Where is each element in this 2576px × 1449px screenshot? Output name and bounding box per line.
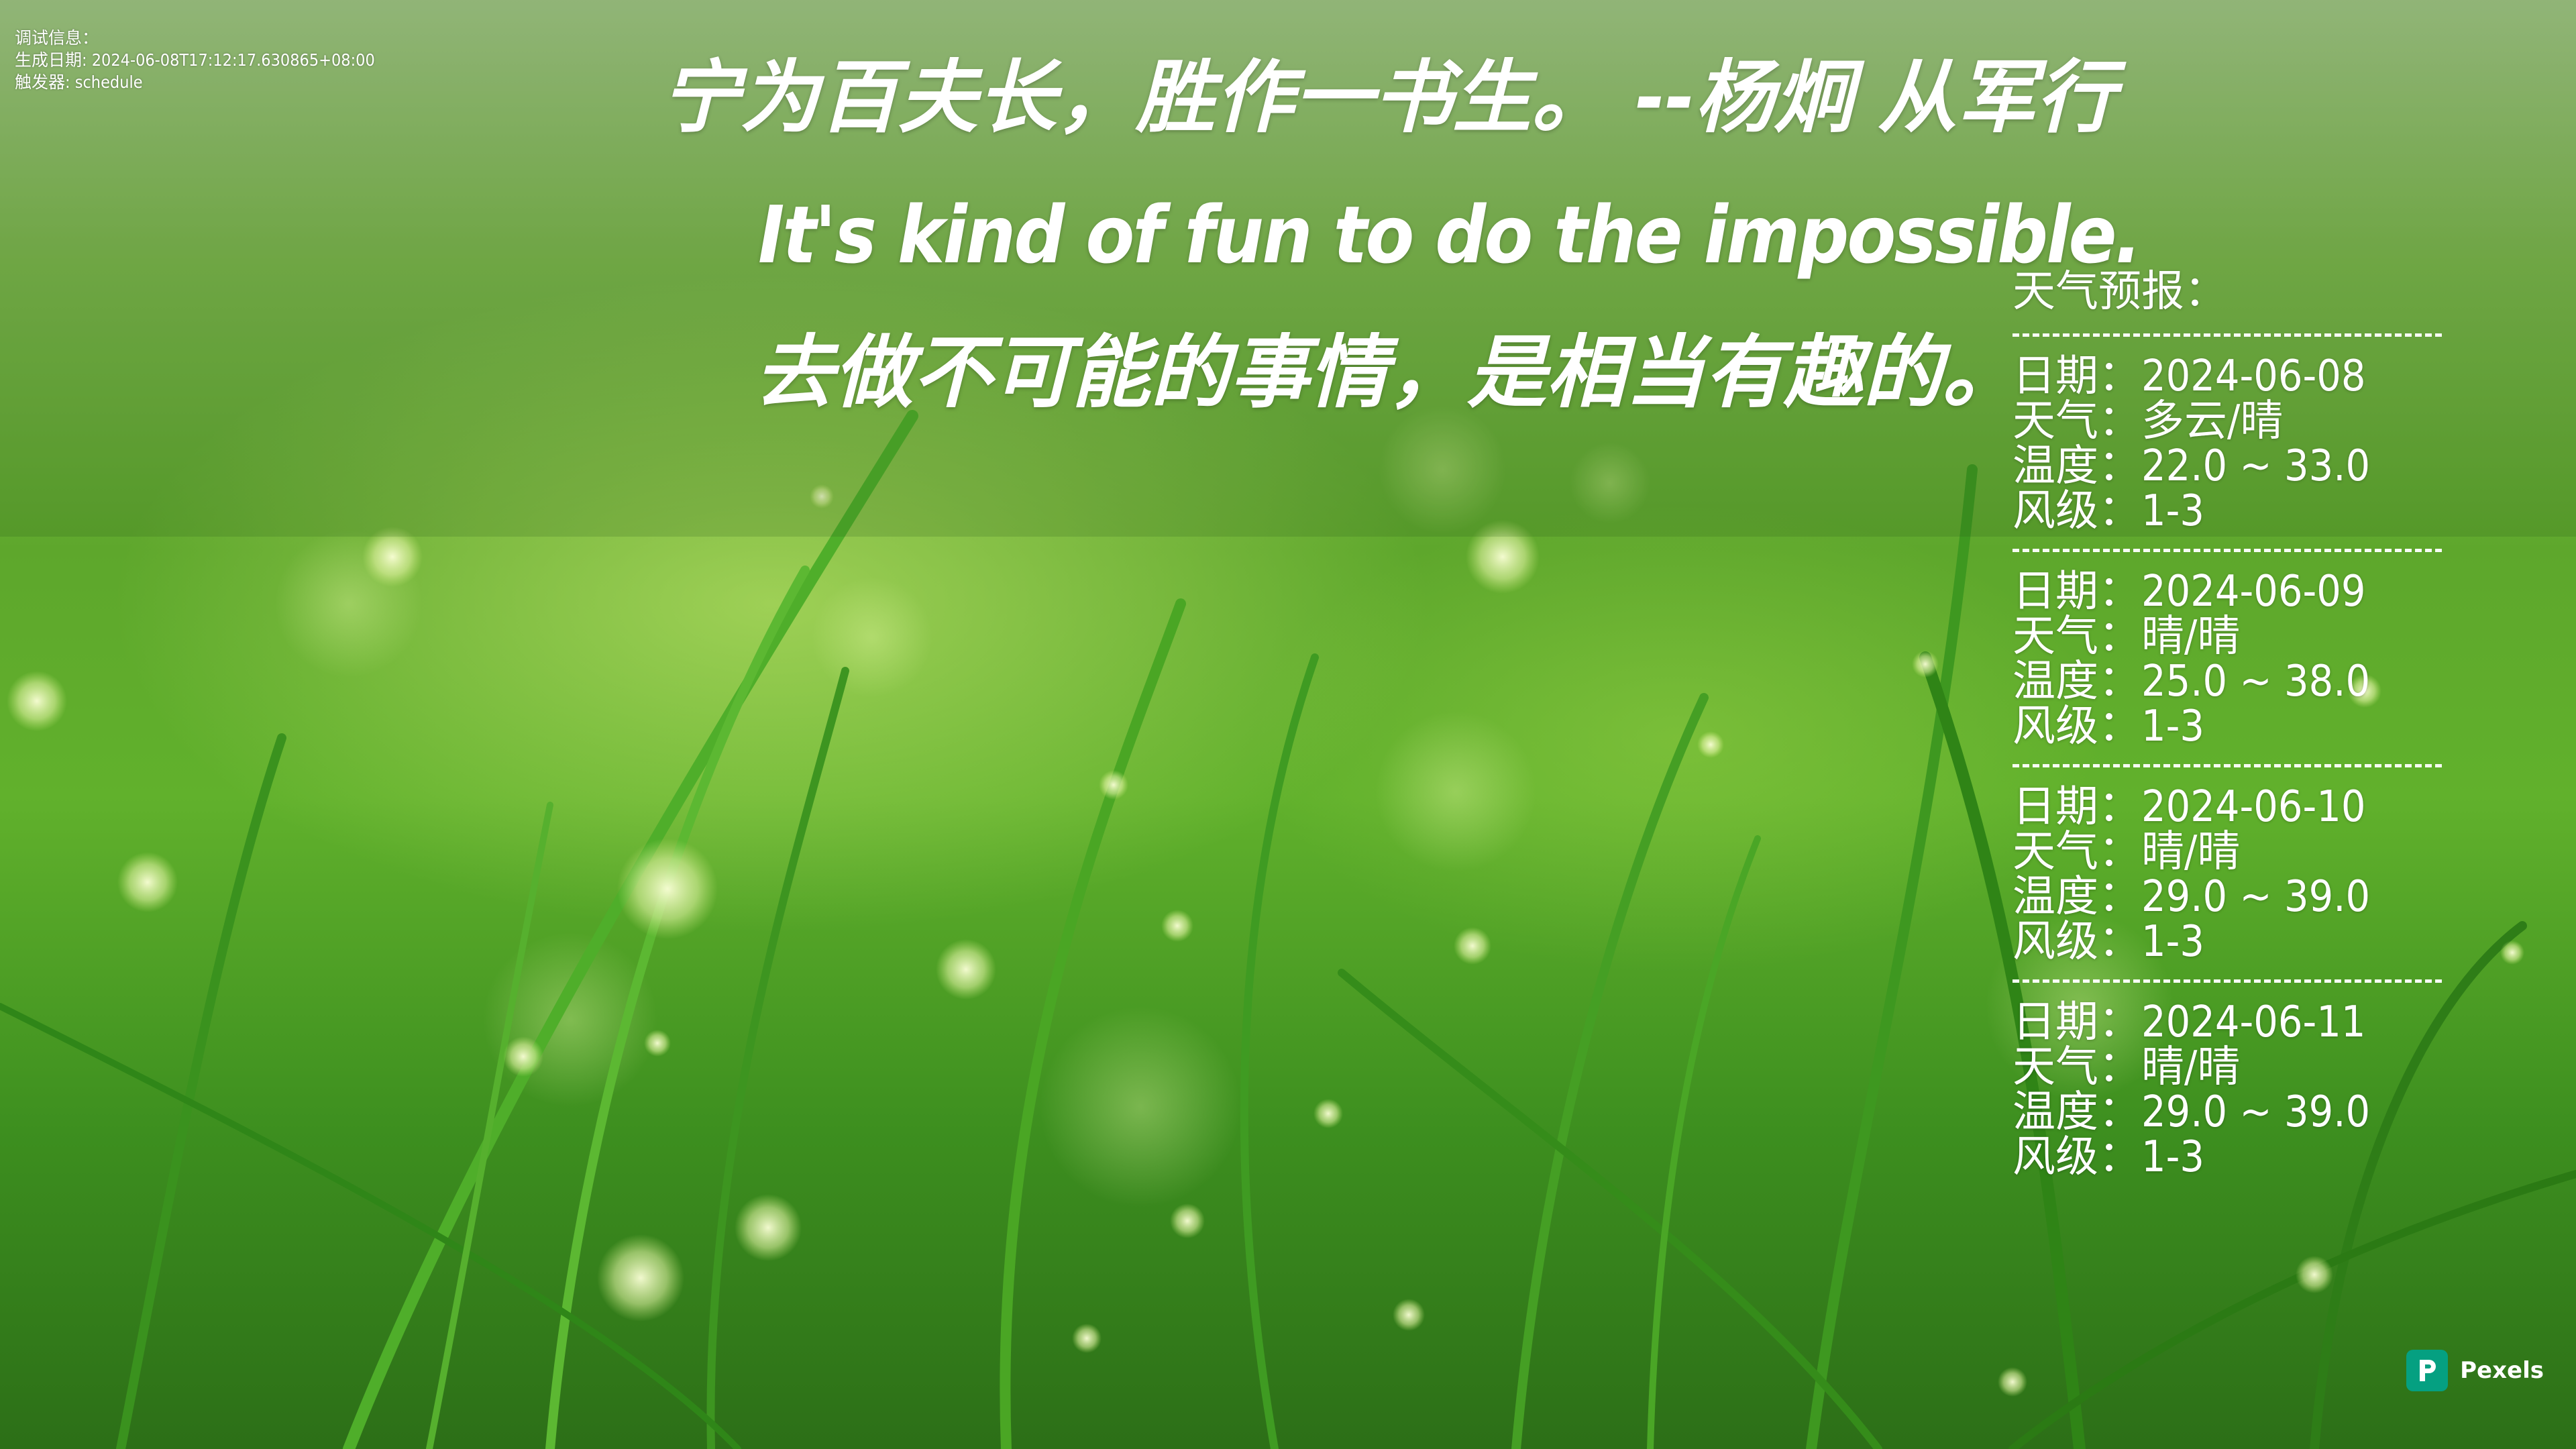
weather-date: 日期：2024-06-09 <box>2012 567 2366 616</box>
weather-date: 日期：2024-06-10 <box>2012 782 2366 832</box>
weather-wind: 风级：1-3 <box>2012 917 2205 967</box>
weather-temperature: 温度：29.0 ~ 39.0 <box>2012 872 2371 922</box>
weather-divider <box>2012 979 2442 985</box>
weather-wind: 风级：1-3 <box>2012 702 2205 751</box>
weather-title: 天气预报： <box>2012 267 2227 317</box>
quote-block: 宁为百夫长，胜作一书生。 --杨炯 从军行 It's kind of fun t… <box>0 0 2576 537</box>
weather-temperature: 温度：25.0 ~ 38.0 <box>2012 657 2371 706</box>
quote-english-translation: 去做不可能的事情，是相当有趣的。 <box>755 326 2022 419</box>
weather-wind: 风级：1-3 <box>2012 486 2205 536</box>
weather-condition: 天气：多云/晴 <box>2012 396 2284 446</box>
weather-wind: 风级：1-3 <box>2012 1132 2205 1182</box>
weather-forecast-panel: 天气预报： 日期：2024-06-08 天气：多云/晴 温度：22.0 ~ 33… <box>2012 265 2442 1180</box>
weather-day: 日期：2024-06-10 天气：晴/晴 温度：29.0 ~ 39.0 风级：1… <box>2012 785 2442 965</box>
weather-day: 日期：2024-06-11 天气：晴/晴 温度：29.0 ~ 39.0 风级：1… <box>2012 1000 2442 1180</box>
pexels-label: Pexels <box>2460 1357 2544 1384</box>
weather-divider <box>2012 764 2442 770</box>
pexels-logo-icon <box>2406 1350 2449 1391</box>
weather-divider <box>2012 333 2442 339</box>
debug-generated-date: 生成日期: 2024-06-08T17:12:17.630865+08:00 <box>15 50 375 70</box>
weather-condition: 天气：晴/晴 <box>2012 612 2241 661</box>
weather-condition: 天气：晴/晴 <box>2012 1042 2241 1092</box>
debug-info-panel: 调试信息： 生成日期: 2024-06-08T17:12:17.630865+0… <box>15 27 375 93</box>
weather-day: 日期：2024-06-09 天气：晴/晴 温度：25.0 ~ 38.0 风级：1… <box>2012 570 2442 749</box>
weather-condition: 天气：晴/晴 <box>2012 827 2241 877</box>
weather-date: 日期：2024-06-08 <box>2012 352 2366 401</box>
weather-day: 日期：2024-06-08 天气：多云/晴 温度：22.0 ~ 33.0 风级：… <box>2012 354 2442 534</box>
pexels-p-glyph-icon <box>2420 1360 2436 1381</box>
pexels-watermark: Pexels <box>2406 1349 2544 1392</box>
quote-english: It's kind of fun to do the impossible. <box>758 189 2142 281</box>
top-translucent-band <box>0 0 2576 537</box>
weather-temperature: 温度：22.0 ~ 33.0 <box>2012 441 2371 491</box>
quote-chinese-poem: 宁为百夫长，胜作一书生。 --杨炯 从军行 <box>661 51 2116 144</box>
weather-temperature: 温度：29.0 ~ 39.0 <box>2012 1087 2371 1137</box>
weather-divider <box>2012 549 2442 555</box>
weather-date: 日期：2024-06-11 <box>2012 998 2366 1047</box>
debug-info-heading: 调试信息： <box>15 28 99 48</box>
debug-trigger: 触发器: schedule <box>15 72 143 92</box>
